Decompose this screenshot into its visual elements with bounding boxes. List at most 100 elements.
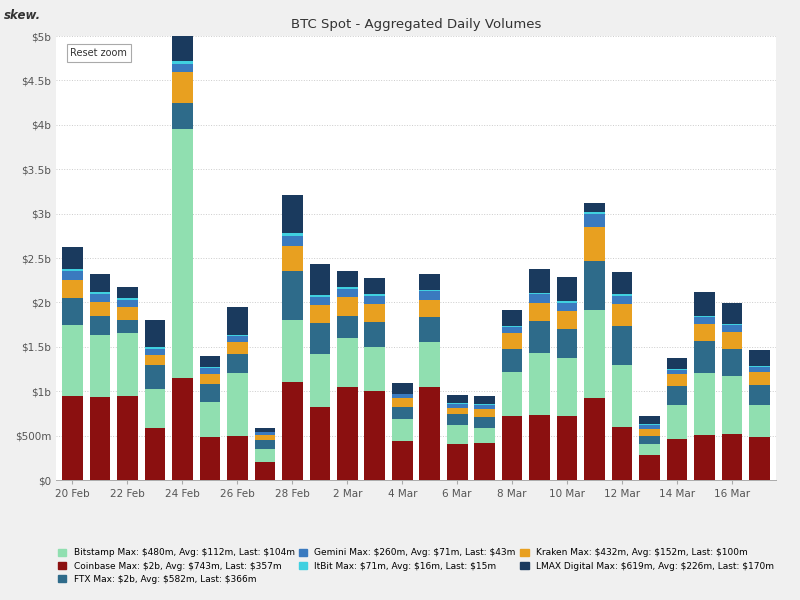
Bar	[227, 436, 248, 480]
Bar	[365, 296, 385, 304]
Bar	[750, 371, 770, 385]
Bar	[254, 433, 275, 435]
Legend: Bitstamp Max: $480m, Avg: $112m, Last: $104m, Coinbase Max: $2b, Avg: $743m, Las: Bitstamp Max: $480m, Avg: $112m, Last: $…	[57, 547, 775, 586]
Bar	[62, 269, 82, 271]
Bar	[639, 425, 660, 429]
Bar	[117, 307, 138, 320]
Bar	[172, 64, 193, 71]
Bar	[282, 233, 302, 236]
Bar	[227, 307, 248, 335]
Bar	[584, 260, 605, 310]
Bar	[392, 394, 413, 398]
Bar	[419, 290, 440, 292]
Bar	[117, 287, 138, 298]
Bar	[199, 368, 220, 374]
Bar	[447, 403, 467, 404]
Bar	[172, 378, 193, 480]
Bar	[530, 293, 550, 295]
Bar	[337, 387, 358, 480]
Bar	[172, 61, 193, 64]
Bar	[227, 373, 248, 436]
Bar	[502, 371, 522, 416]
Bar	[750, 350, 770, 366]
Bar	[310, 323, 330, 354]
Bar	[199, 402, 220, 437]
Bar	[254, 440, 275, 449]
Bar	[117, 320, 138, 334]
Bar	[365, 391, 385, 480]
Bar	[90, 274, 110, 292]
Bar	[254, 428, 275, 432]
Bar	[530, 303, 550, 321]
Bar	[254, 435, 275, 440]
Bar	[666, 406, 687, 439]
Bar	[557, 277, 578, 301]
Bar	[117, 300, 138, 307]
Bar	[750, 406, 770, 437]
Bar	[392, 441, 413, 480]
Bar	[62, 247, 82, 269]
Bar	[199, 384, 220, 402]
Bar	[750, 366, 770, 367]
Bar	[557, 301, 578, 303]
Bar	[227, 343, 248, 354]
Bar	[722, 434, 742, 480]
Bar	[639, 429, 660, 436]
Bar	[639, 455, 660, 480]
Bar	[62, 271, 82, 280]
Bar	[557, 358, 578, 416]
Bar	[337, 271, 358, 287]
Bar	[145, 349, 166, 355]
Bar	[666, 439, 687, 480]
Text: skew.: skew.	[4, 9, 41, 22]
Bar	[282, 320, 302, 382]
Bar	[392, 419, 413, 441]
Bar	[750, 385, 770, 406]
Text: Reset zoom: Reset zoom	[70, 48, 127, 58]
Bar	[530, 321, 550, 353]
Bar	[254, 462, 275, 480]
Bar	[530, 295, 550, 303]
Bar	[337, 289, 358, 297]
Bar	[337, 338, 358, 387]
Bar	[584, 398, 605, 480]
Bar	[612, 272, 633, 295]
Bar	[502, 327, 522, 334]
Bar	[750, 367, 770, 371]
Bar	[584, 203, 605, 212]
Bar	[639, 436, 660, 443]
Bar	[282, 382, 302, 480]
Bar	[419, 291, 440, 300]
Bar	[62, 280, 82, 298]
Bar	[365, 304, 385, 322]
Bar	[666, 374, 687, 386]
Bar	[172, 27, 193, 61]
Bar	[392, 407, 413, 419]
Bar	[199, 367, 220, 368]
Bar	[90, 316, 110, 335]
Bar	[694, 317, 715, 324]
Bar	[447, 425, 467, 445]
Bar	[419, 317, 440, 343]
Bar	[419, 343, 440, 387]
Bar	[145, 347, 166, 349]
Bar	[530, 415, 550, 480]
Bar	[557, 311, 578, 329]
Bar	[365, 294, 385, 296]
Bar	[117, 334, 138, 395]
Bar	[722, 332, 742, 349]
Bar	[666, 358, 687, 369]
Bar	[447, 445, 467, 480]
Bar	[310, 296, 330, 305]
Bar	[419, 300, 440, 317]
Bar	[62, 298, 82, 325]
Bar	[502, 349, 522, 371]
Bar	[639, 416, 660, 424]
Bar	[722, 376, 742, 434]
Bar	[392, 383, 413, 394]
Bar	[227, 354, 248, 373]
Bar	[639, 443, 660, 455]
Title: BTC Spot - Aggregated Daily Volumes: BTC Spot - Aggregated Daily Volumes	[291, 17, 541, 31]
Bar	[530, 353, 550, 415]
Bar	[612, 365, 633, 427]
